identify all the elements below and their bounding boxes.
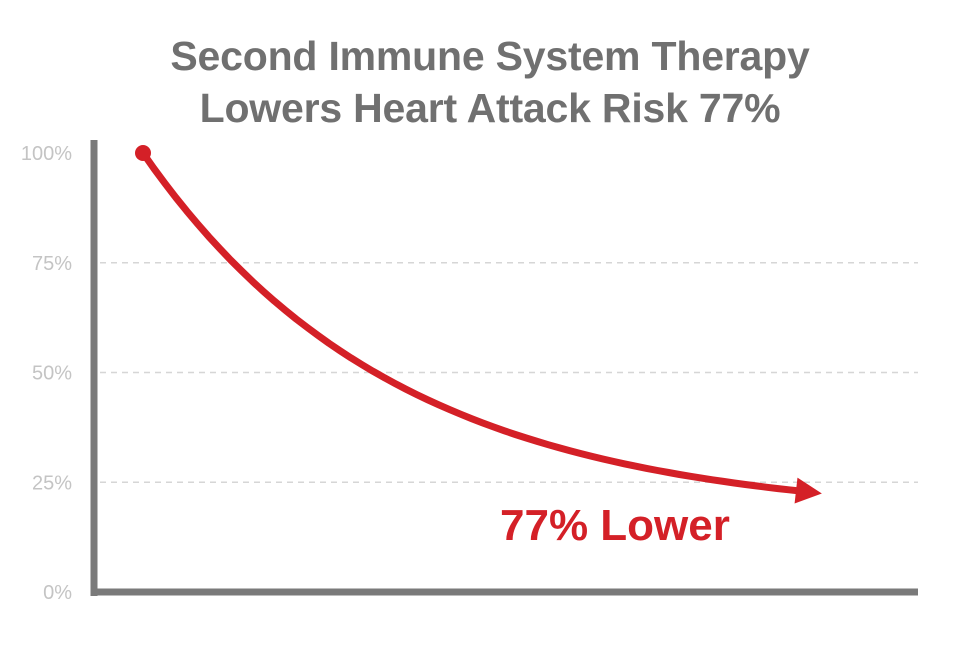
end-arrowhead [794,477,822,504]
y-tick-label-25: 25% [32,472,72,494]
annotation-77-lower: 77% Lower [500,501,730,550]
chart-subtitle: Lowers Heart Attack Risk 77% [199,85,781,131]
chart-title-block: Second Immune System Therapy Lowers Hear… [0,30,980,134]
risk-decay-line [139,149,804,495]
y-tick-label-75: 75% [32,253,72,275]
chart-title: Second Immune System Therapy [170,33,810,79]
axes [90,140,918,596]
y-tick-label-0: 0% [43,582,72,604]
gridlines [100,262,918,483]
series-layer [135,145,822,504]
start-point-marker [135,145,151,161]
y-tick-label-100: 100% [21,143,72,165]
y-tick-label-50: 50% [32,363,72,385]
y-tick-labels: 0% 25% 50% 75% 100% [21,143,72,604]
